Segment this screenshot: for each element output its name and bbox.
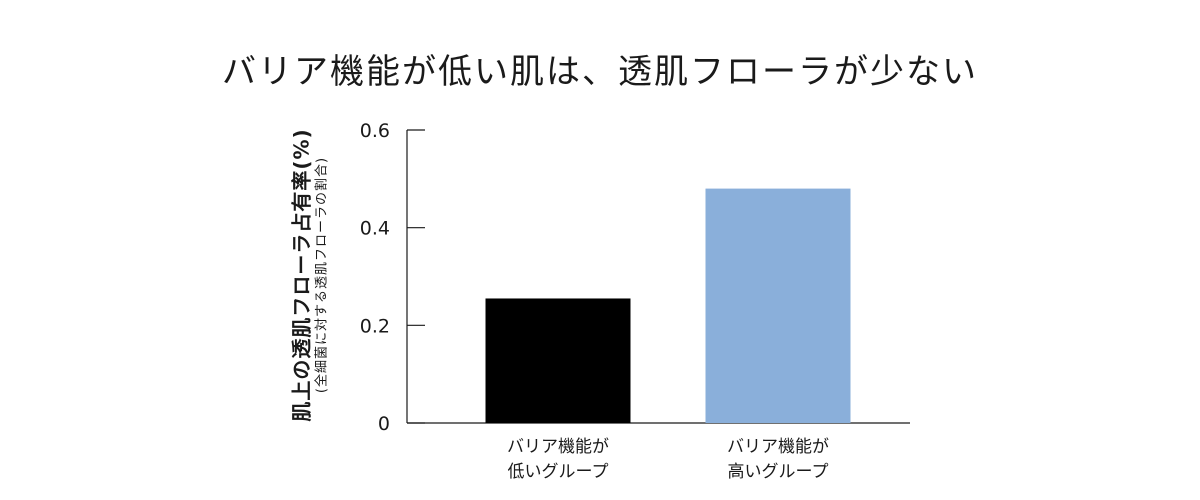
chart-bars	[485, 188, 851, 423]
y-tick-label: 0.2	[360, 315, 390, 337]
x-category-label: バリア機能が	[507, 437, 609, 457]
bar	[485, 298, 631, 423]
x-category-label: 低いグループ	[508, 462, 609, 482]
chart-title: バリア機能が低い肌は、透肌フローラが少ない	[222, 52, 978, 92]
bar	[705, 188, 851, 423]
x-category-label: 高いグループ	[728, 462, 829, 482]
y-tick-label: 0.6	[360, 120, 390, 142]
x-category-label: バリア機能が	[727, 437, 829, 457]
y-tick-label: 0	[378, 413, 390, 435]
y-tick-label: 0.4	[360, 218, 390, 240]
y-axis-ticks: 0 0.2 0.4 0.6	[360, 120, 425, 435]
